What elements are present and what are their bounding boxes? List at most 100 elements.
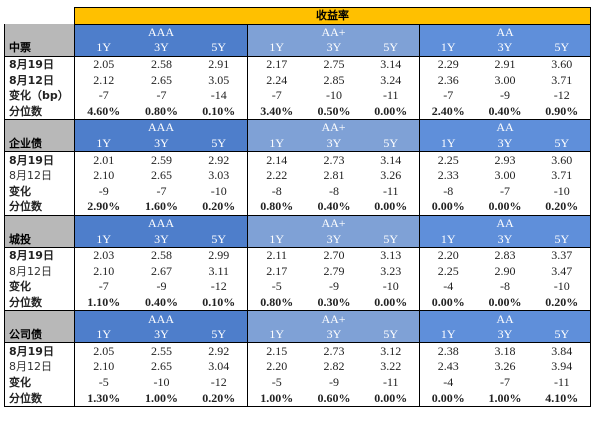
current-yield-row: 8月19日 2.05 2.58 2.91 2.17 2.75 3.14 2.29 2.91 3.6…	[4, 55, 592, 73]
row-label: 8月19日	[4, 151, 75, 168]
table-cell: 3.12	[362, 342, 420, 360]
table-cell: -9	[74, 183, 133, 200]
table-cell: 2.15	[247, 342, 306, 360]
rating-group-header: AA	[418, 214, 592, 232]
row-label: 分位数	[4, 294, 75, 312]
row-label: 变化（bp）	[4, 87, 75, 104]
table-cell: 0.80%	[247, 294, 306, 312]
tenor-header-row: 城投 1Y 3Y 5Y 1Y 3Y 5Y 1Y 3Y 5Y	[4, 231, 592, 248]
table-cell: 0.00%	[362, 103, 420, 121]
table-cell: 2.92	[190, 342, 248, 360]
change-row: 变化（bp） -7 -7 -14 -7 -10 -11 -7 -9 -12	[4, 87, 592, 104]
yield-table-body: 收益率 AAA AA+ AA 中票 1Y 3Y 5Y 1Y 3Y 5Y 1Y 3Y 5Y 8月19日 2.0…	[4, 7, 592, 407]
table-cell: 2.93	[476, 151, 534, 168]
table-cell: 0.00%	[476, 199, 534, 216]
tenor-header: 3Y	[132, 326, 191, 343]
percentile-row: 分位数 1.10% 0.40% 0.10% 0.80% 0.30% 0.00% 0.00% 0.…	[4, 294, 592, 312]
table-cell: 3.14	[362, 151, 420, 168]
tenor-header: 1Y	[247, 326, 306, 343]
table-cell: 2.65	[151, 72, 172, 87]
table-cell: 2.99	[190, 246, 248, 264]
tenor-header: 3Y	[305, 326, 363, 343]
table-cell: 0.40%	[132, 294, 191, 312]
table-cell: -7	[500, 183, 510, 198]
section-name: 公司债	[4, 326, 75, 343]
rating-group-header: AA	[418, 23, 592, 41]
change-row: 变化 -7 -9 -12 -5 -9 -10 -4 -8 -10	[4, 279, 592, 295]
current-yield-row: 8月19日 2.01 2.59 2.92 2.14 2.73 3.14 2.25 2.93 3.6…	[4, 151, 592, 168]
table-cell: 3.60	[533, 55, 592, 73]
table-cell: 2.20	[419, 246, 477, 264]
tenor-header: 5Y	[362, 40, 420, 57]
table-cell: 0.50%	[305, 103, 363, 121]
table-cell: -9	[329, 279, 339, 294]
tenor-header: 1Y	[419, 231, 477, 248]
table-cell: -7	[156, 183, 167, 198]
table-cell: -10	[153, 374, 170, 389]
group-header-row: AAA AA+ AA	[4, 23, 592, 41]
table-cell: 0.40%	[476, 103, 534, 121]
table-cell: 2.11	[247, 246, 306, 264]
tenor-header-row: 中票 1Y 3Y 5Y 1Y 3Y 5Y 1Y 3Y 5Y	[4, 40, 592, 57]
tenor-header: 3Y	[476, 40, 534, 57]
table-cell: 1.60%	[132, 199, 191, 216]
tenor-header: 1Y	[247, 135, 306, 152]
tenor-header: 5Y	[362, 326, 420, 343]
table-cell: 0.40%	[305, 199, 363, 216]
table-cell: 0.20%	[533, 199, 592, 216]
section-name: 企业债	[4, 135, 75, 152]
rating-group-header: AAA	[74, 119, 248, 136]
section-name: 城投	[4, 231, 75, 248]
table-cell: 0.80%	[132, 103, 191, 121]
table-cell: -7	[500, 374, 510, 389]
table-cell: 2.01	[74, 151, 133, 168]
table-cell: 1.00%	[476, 390, 534, 407]
table-cell: 1.10%	[74, 294, 133, 312]
table-cell: -11	[533, 374, 592, 391]
table-cell: 2.65	[151, 168, 172, 183]
section-label-top	[4, 215, 75, 232]
table-cell: -11	[382, 183, 399, 198]
tenor-header: 1Y	[74, 231, 133, 248]
previous-yield-row: 8月12日 2.10 2.67 3.11 2.17 2.79 3.23 2.25 2.90 3.4…	[4, 263, 592, 280]
table-cell: 3.00	[494, 72, 516, 87]
table-cell: 0.60%	[305, 390, 363, 407]
table-cell: 0.20%	[190, 390, 248, 407]
table-cell: -4	[419, 374, 477, 391]
change-row: 变化 -9 -7 -10 -8 -8 -11 -8 -7 -10	[4, 183, 592, 200]
table-cell: -9	[500, 88, 510, 103]
section-label-top	[4, 24, 75, 41]
table-cell: -7	[74, 87, 133, 104]
table-cell: 2.65	[151, 359, 172, 374]
tenor-header: 3Y	[132, 40, 191, 57]
table-cell: 3.05	[208, 72, 230, 87]
previous-yield-row: 8月12日 2.10 2.65 3.04 2.20 2.82 3.22 2.43 3.26 3.9…	[4, 359, 592, 375]
table-cell: -12	[210, 374, 227, 389]
table-cell: 3.47	[533, 263, 592, 280]
table-cell: -12	[533, 87, 592, 104]
table-cell: 1.30%	[74, 390, 133, 407]
tenor-header: 3Y	[476, 135, 534, 152]
yield-table-container: 收益率 AAA AA+ AA 中票 1Y 3Y 5Y 1Y 3Y 5Y 1Y 3Y 5Y 8月19日 2.0…	[4, 7, 592, 407]
tenor-header: 5Y	[362, 231, 420, 248]
row-label: 8月19日	[4, 246, 75, 264]
table-cell: 2.29	[419, 55, 477, 73]
table-cell: -7	[156, 88, 167, 103]
table-cell: -8	[419, 183, 477, 200]
rating-group-header: AA+	[247, 214, 420, 232]
table-cell: 3.26	[494, 359, 516, 374]
row-label: 变化	[4, 183, 75, 200]
table-cell: -5	[247, 279, 306, 295]
table-cell: -7	[247, 87, 306, 104]
table-cell: 2.12	[74, 72, 133, 88]
table-cell: 3.23	[380, 263, 402, 278]
current-yield-row: 8月19日 2.03 2.58 2.99 2.11 2.70 3.13 2.20 2.83 3.3…	[4, 246, 592, 264]
table-cell: 2.22	[247, 167, 306, 184]
tenor-header: 1Y	[419, 135, 477, 152]
row-label: 8月12日	[4, 72, 75, 88]
row-label: 8月19日	[4, 342, 75, 360]
table-cell: 2.38	[419, 342, 477, 360]
table-cell: 3.60	[533, 151, 592, 168]
table-cell: 1.00%	[247, 390, 306, 407]
tenor-header: 3Y	[305, 135, 363, 152]
